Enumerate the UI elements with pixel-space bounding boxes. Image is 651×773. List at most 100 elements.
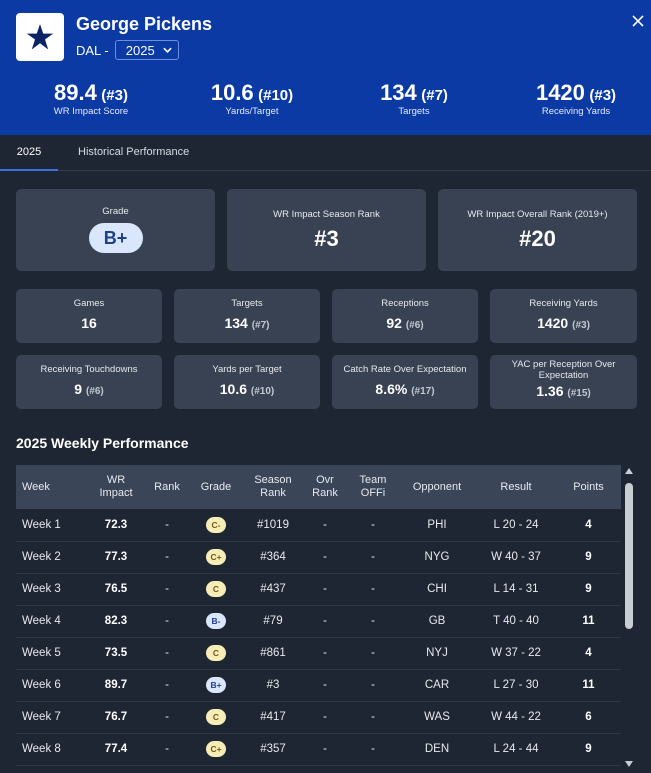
opponent-cell: PHI — [427, 518, 447, 531]
grade-badge: B+ — [206, 677, 226, 693]
table-row[interactable]: Week 6 89.7 - B+ #3 - - CAR L 27 - 30 11 — [16, 669, 621, 701]
col-header[interactable]: Opponent — [412, 480, 462, 493]
scrollbar-thumb[interactable] — [625, 483, 633, 629]
tab-2025[interactable]: 2025 — [0, 135, 58, 171]
close-icon — [632, 15, 644, 27]
stat-card-rank: (#3) — [572, 320, 590, 331]
table-row[interactable]: Week 8 77.4 - C+ #357 - - DEN L 24 - 44 9 — [16, 733, 621, 765]
col-header[interactable]: Result — [500, 480, 532, 493]
stat-card-value: 16 — [81, 315, 97, 331]
col-header[interactable]: Points — [573, 480, 604, 493]
stat-card-receiving-yards: Receiving Yards 1420 (#3) — [490, 289, 637, 343]
rank-cell: - — [165, 551, 169, 563]
table-row[interactable]: Week 4 82.3 - B- #79 - - GB T 40 - 40 11 — [16, 605, 621, 637]
season-rank-cell: #79 — [263, 615, 283, 627]
impact-cell: 82.3 — [104, 615, 128, 627]
header-stat-label: Yards/Target — [225, 106, 279, 117]
stat-card-label: Targets — [231, 298, 263, 309]
table-row[interactable]: Week 2 77.3 - C+ #364 - - NYG W 40 - 37 9 — [16, 541, 621, 573]
team-offi-cell: - — [371, 647, 375, 659]
stat-card-rank: (#7) — [251, 320, 270, 331]
grade-cell: C+ — [188, 733, 244, 765]
grade-cell: C — [188, 701, 244, 733]
stat-card-receiving-tds: Receiving Touchdowns 9 (#6) — [16, 355, 162, 409]
table-scrollbar[interactable] — [623, 465, 635, 770]
grade-badge: C- — [206, 516, 226, 533]
tab-historical-performance[interactable]: Historical Performance — [78, 146, 190, 158]
table-row[interactable]: Week 3 76.5 - C #437 - - CHI L 14 - 31 9 — [16, 573, 621, 605]
week-cell: Week 5 — [22, 647, 61, 659]
rank-cell: - — [165, 743, 169, 755]
table-row[interactable]: Week 7 76.7 - C #417 - - WAS W 44 - 22 6 — [16, 701, 621, 733]
grade-badge: B- — [206, 613, 226, 629]
grade-badge: C — [206, 709, 226, 725]
header-stat-value: 89.4 — [54, 80, 97, 105]
col-header[interactable]: WR Impact — [99, 474, 133, 499]
stat-card-rank: (#6) — [85, 386, 104, 397]
stat-card-label: Yards per Target — [212, 364, 282, 375]
weekly-table: Week WR Impact Rank Grade Season Rank Ov… — [16, 465, 621, 766]
grade-card-label: Grade — [102, 206, 129, 217]
rank-cell: - — [165, 647, 169, 659]
points-cell: 11 — [582, 615, 595, 627]
grade-cell: B- — [188, 605, 244, 637]
header-stat-receiving-yards: 1420 (#3) Receiving Yards — [496, 80, 651, 117]
grade-card: Grade B+ — [16, 189, 215, 271]
impact-cell: 73.5 — [104, 647, 128, 659]
stat-card-label: Games — [73, 298, 105, 309]
stat-card-value: 1.36 — [536, 383, 564, 399]
header-stat-label: Targets — [398, 106, 430, 117]
rank-cell: - — [165, 679, 169, 691]
weekly-section-title: 2025 Weekly Performance — [16, 435, 189, 451]
overall-rank-value: #20 — [519, 226, 556, 251]
season-select-value: 2025 — [125, 42, 155, 58]
result-cell: L 20 - 24 — [493, 518, 539, 531]
result-cell: W 37 - 22 — [491, 647, 541, 659]
stat-card-value: 8.6% — [375, 381, 408, 397]
stat-card-rank: (#15) — [567, 388, 591, 399]
season-rank-label: WR Impact Season Rank — [273, 209, 380, 220]
week-cell: Week 7 — [22, 711, 61, 723]
stat-card-rank: (#6) — [405, 320, 424, 331]
season-rank-cell: #437 — [260, 583, 286, 595]
week-cell: Week 4 — [22, 615, 61, 627]
team-line: DAL - 2025 — [76, 40, 179, 60]
col-header[interactable]: Rank — [154, 480, 180, 493]
col-header[interactable]: Team OFFi — [359, 474, 387, 499]
ovr-rank-cell: - — [323, 518, 327, 531]
result-cell: W 44 - 22 — [491, 711, 541, 723]
team-offi-cell: - — [371, 679, 375, 691]
ovr-rank-cell: - — [323, 615, 327, 627]
points-cell: 4 — [585, 518, 592, 531]
col-header[interactable]: Grade — [200, 480, 232, 493]
team-offi-cell: - — [371, 743, 375, 755]
rank-cell: - — [165, 615, 169, 627]
chevron-down-icon — [162, 47, 172, 53]
stat-card-yac: YAC per Reception Over Expectation 1.36 … — [490, 355, 637, 409]
points-cell: 9 — [585, 583, 592, 595]
team-abbrev: DAL - — [76, 42, 109, 58]
impact-cell: 76.5 — [104, 583, 128, 595]
team-offi-cell: - — [371, 518, 375, 531]
ovr-rank-cell: - — [323, 551, 327, 563]
header-stat-label: Receiving Yards — [541, 106, 611, 117]
col-header[interactable]: Ovr Rank — [312, 474, 338, 499]
ovr-rank-cell: - — [323, 583, 327, 595]
scroll-up-icon[interactable] — [625, 468, 633, 474]
table-row[interactable]: Week 5 73.5 - C #861 - - NYJ W 37 - 22 4 — [16, 637, 621, 669]
col-header[interactable]: Season Rank — [254, 474, 292, 499]
header-stat-targets: 134 (#7) Targets — [334, 80, 494, 117]
col-header[interactable]: Week — [22, 480, 50, 493]
close-button[interactable] — [627, 10, 649, 32]
opponent-cell: DEN — [424, 743, 450, 755]
table-row[interactable]: Week 1 72.3 - C- #1019 - - PHI L 20 - 24 4 — [16, 509, 621, 541]
opponent-cell: GB — [428, 615, 446, 627]
team-offi-cell: - — [371, 551, 375, 563]
stat-card-catch-rate: Catch Rate Over Expectation 8.6% (#17) — [332, 355, 478, 409]
header-stat-value: 134 — [380, 80, 417, 105]
result-cell: T 40 - 40 — [493, 615, 539, 627]
scroll-down-icon[interactable] — [625, 761, 633, 767]
impact-cell: 72.3 — [104, 518, 128, 531]
season-select[interactable]: 2025 — [114, 40, 179, 60]
ovr-rank-cell: - — [323, 647, 327, 659]
